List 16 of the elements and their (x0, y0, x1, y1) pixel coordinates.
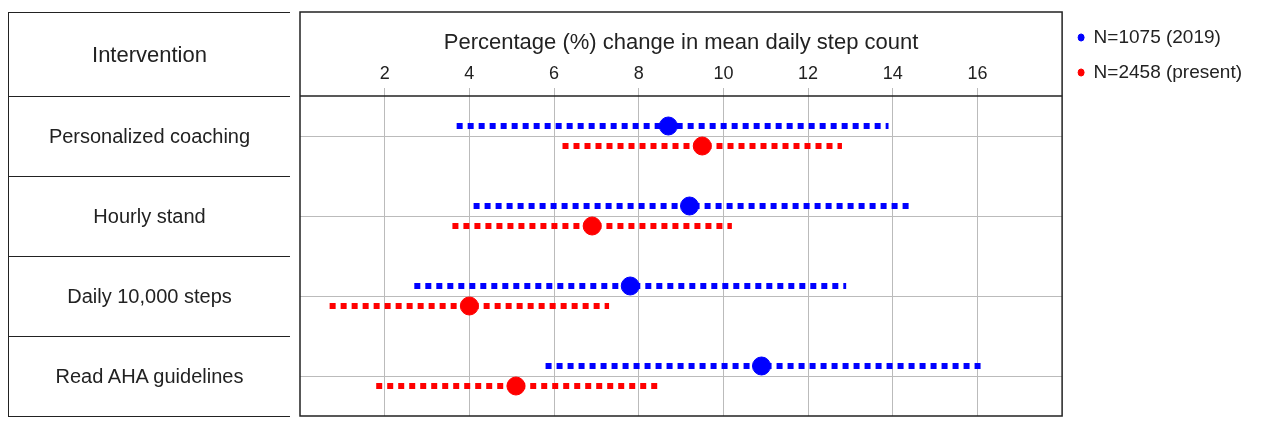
y-axis-title: Intervention (8, 12, 290, 97)
y-tick-label: Daily 10,000 steps (8, 256, 290, 337)
x-tick-label: 10 (713, 63, 734, 84)
x-tick-label: 8 (633, 63, 644, 84)
legend-label: N=1075 (2019) (1093, 25, 1221, 47)
x-tick-label: 6 (549, 63, 560, 84)
x-tick-label: 16 (967, 63, 988, 84)
x-tick-label: 4 (464, 63, 475, 84)
y-tick-label: Personalized coaching (8, 96, 290, 177)
y-tick-label: Read AHA guidelines (8, 336, 290, 417)
y-tick-label: Hourly stand (8, 176, 290, 257)
x-tick-label: 12 (798, 63, 819, 84)
x-tick-label: 2 (379, 63, 390, 84)
legend-label: N=2458 (present) (1093, 60, 1243, 82)
x-axis-title: Percentage (%) change in mean daily step count (443, 29, 919, 55)
x-tick-label: 14 (882, 63, 903, 84)
